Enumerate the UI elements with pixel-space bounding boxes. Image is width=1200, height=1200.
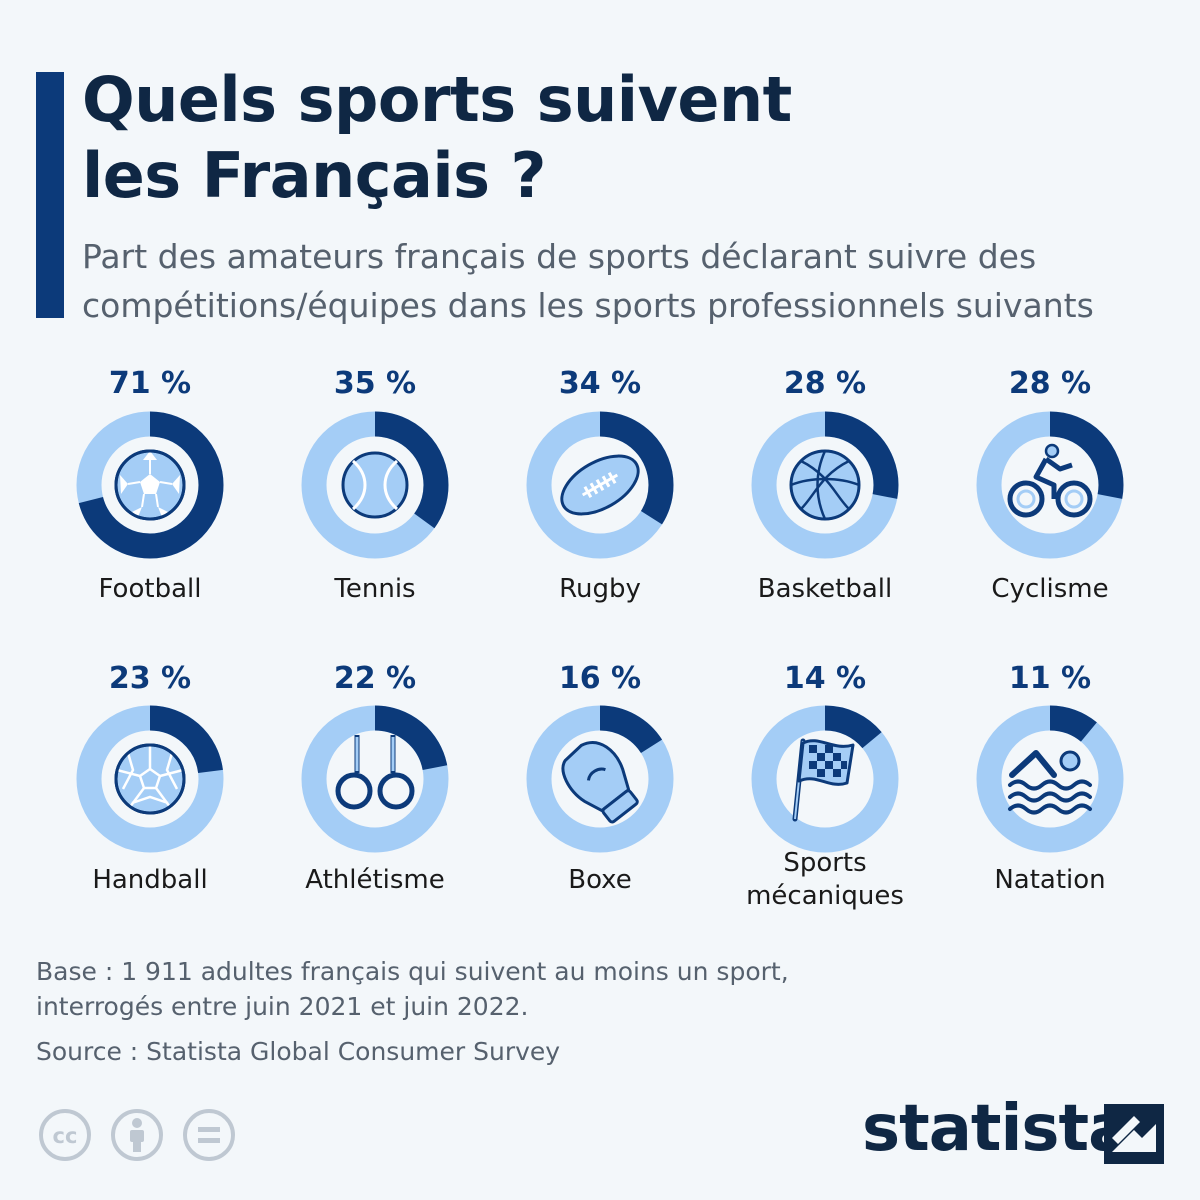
donut-track [976, 705, 1124, 853]
donut-chart [526, 411, 674, 559]
value-label: 22 % [333, 661, 417, 696]
donut-chart [751, 705, 899, 853]
title-accent-bar [36, 72, 64, 318]
boxing-glove-icon [561, 741, 639, 824]
donut-value-arc [76, 411, 224, 559]
basketball-icon [789, 449, 861, 521]
base-note: Base : 1 911 adultes français qui suiven… [36, 954, 789, 1024]
donut-chart [76, 411, 224, 559]
value-label: 34 % [558, 366, 642, 401]
soccer-ball-icon [114, 449, 186, 521]
value-label: 28 % [1008, 366, 1092, 401]
category-label: Sports mécaniques [712, 847, 938, 913]
category-label: Football [37, 573, 263, 606]
statista-wordmark[interactable]: statista [862, 1092, 1131, 1166]
category-label-line: Tennis [334, 574, 416, 604]
category-label-line: Handball [92, 865, 208, 895]
category-label-line: Athlétisme [305, 865, 445, 895]
rugby-ball-icon [560, 454, 640, 516]
base-note-line-1: Base : 1 911 adultes français qui suiven… [36, 957, 789, 986]
donut-chart [526, 705, 674, 853]
donut-chart [76, 705, 224, 853]
donut-chart [301, 705, 449, 853]
donut-value-arc [76, 705, 224, 853]
category-label: Basketball [712, 573, 938, 606]
creative-commons-icon[interactable]: cc [38, 1108, 92, 1162]
category-label-line: Sports [783, 848, 867, 878]
handball-icon [114, 743, 186, 815]
value-label: 71 % [108, 366, 192, 401]
category-label-line: Basketball [757, 574, 893, 604]
category-label: Cyclisme [937, 573, 1163, 606]
value-label: 23 % [108, 661, 192, 696]
category-label: Boxe [487, 864, 713, 897]
svg-text:cc: cc [53, 1124, 78, 1148]
category-label-line: Football [98, 574, 202, 604]
donut-chart [976, 705, 1124, 853]
title-line-1: Quels sports suivent [82, 63, 792, 136]
base-note-line-2: interrogés entre juin 2021 et juin 2022. [36, 992, 529, 1021]
cyclist-icon [1007, 443, 1093, 518]
category-label-line: mécaniques [746, 881, 904, 911]
category-label: Tennis [262, 573, 488, 606]
donut-value-arc [301, 411, 449, 559]
donut-value-arc [751, 411, 899, 559]
attribution-icon[interactable] [110, 1108, 164, 1162]
value-label: 28 % [783, 366, 867, 401]
statista-logo-icon [1104, 1104, 1164, 1164]
category-label-line: Rugby [559, 574, 641, 604]
donut-value-arc [976, 705, 1124, 853]
donut-value-arc [526, 705, 674, 853]
gymnastic-rings-icon [335, 735, 415, 810]
category-label: Handball [37, 864, 263, 897]
source-text: Source : Statista Global Consumer Survey [36, 1037, 561, 1066]
donut-value-arc [301, 705, 449, 853]
subtitle-line-1: Part des amateurs français de sports déc… [82, 237, 1037, 276]
donut-value-arc [751, 705, 899, 853]
category-label: Athlétisme [262, 864, 488, 897]
donut-chart [751, 411, 899, 559]
no-derivatives-icon[interactable] [182, 1108, 236, 1162]
category-label-line: Boxe [568, 865, 632, 895]
donut-chart [301, 411, 449, 559]
donut-chart [976, 411, 1124, 559]
donut-value-arc [976, 411, 1124, 559]
value-label: 35 % [333, 366, 417, 401]
donut-value-arc [526, 411, 674, 559]
title-line-2: les Français ? [82, 139, 547, 212]
value-label: 14 % [783, 661, 867, 696]
category-label-line: Natation [994, 865, 1106, 895]
swimmer-icon [1008, 750, 1092, 815]
checkered-flag-icon [792, 738, 855, 822]
subtitle-line-2: compétitions/équipes dans les sports pro… [82, 286, 1094, 325]
tennis-ball-icon [341, 451, 409, 519]
value-label: 16 % [558, 661, 642, 696]
page-subtitle: Part des amateurs français de sports déc… [82, 232, 1192, 330]
category-label: Natation [937, 864, 1163, 897]
source-note: Source : Statista Global Consumer Survey [36, 1034, 560, 1069]
category-label-line: Cyclisme [991, 574, 1109, 604]
value-label: 11 % [1008, 661, 1092, 696]
category-label: Rugby [487, 573, 713, 606]
page-title: Quels sports suivent les Français ? [82, 62, 792, 214]
